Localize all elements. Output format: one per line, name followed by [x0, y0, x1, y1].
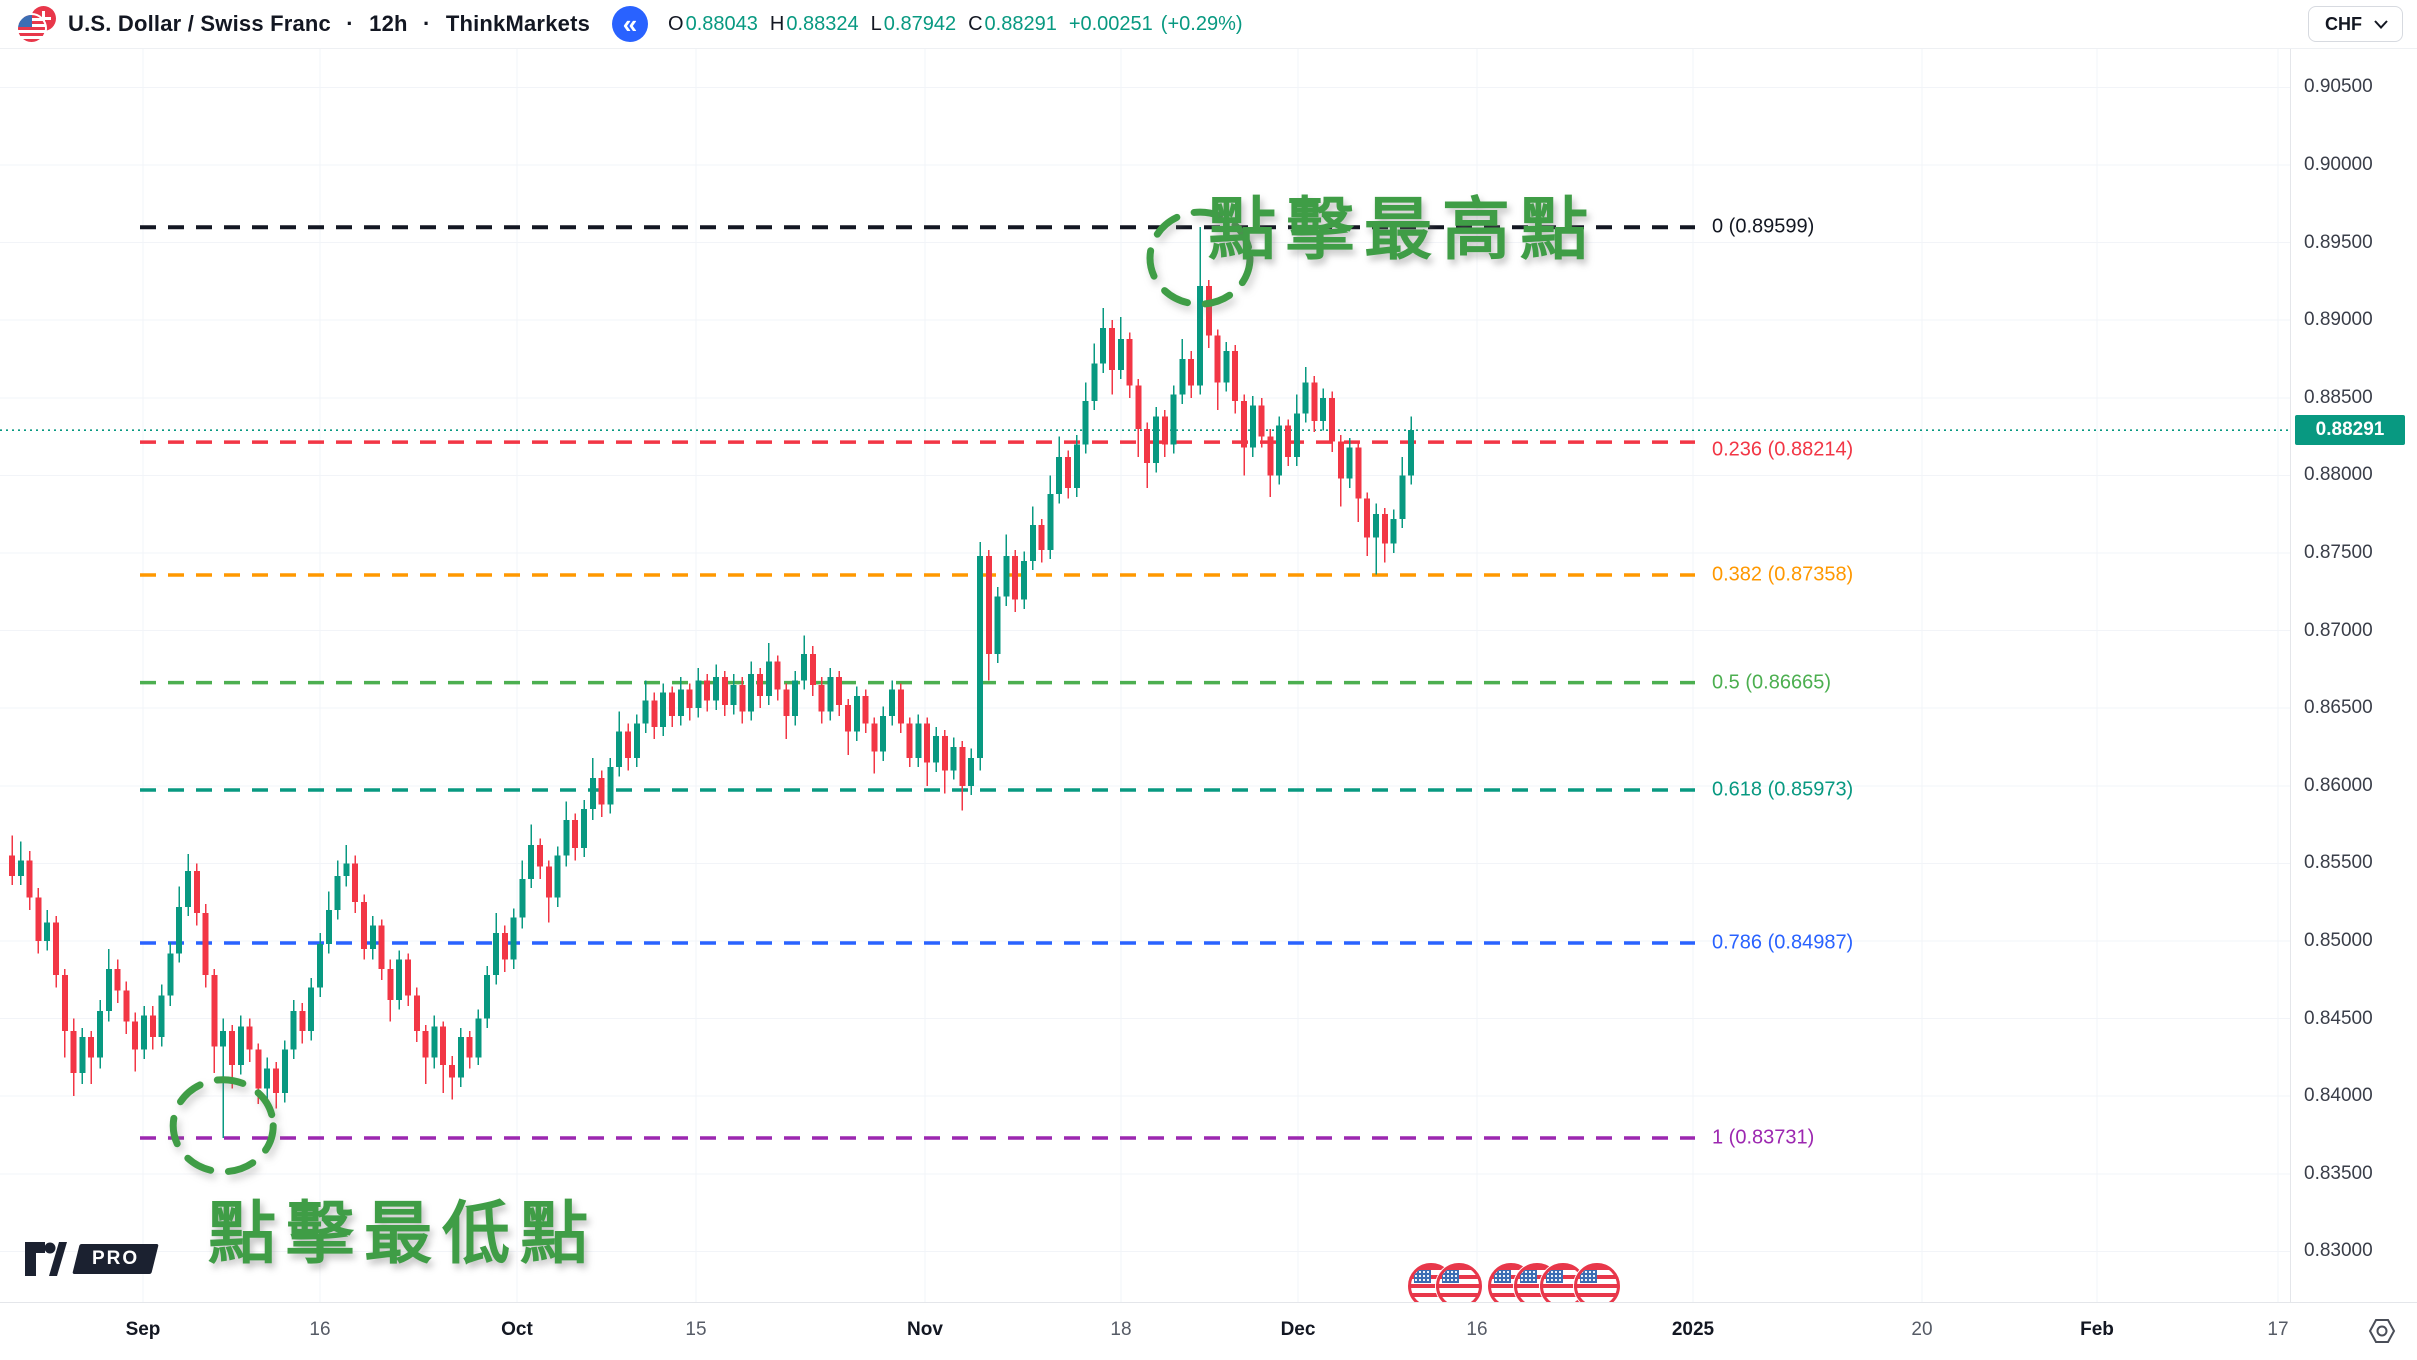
- close-label: C: [968, 12, 983, 35]
- price-axis-label: 0.89000: [2304, 309, 2373, 331]
- pro-badge[interactable]: PRO: [72, 1244, 159, 1274]
- price-axis-label: 0.85000: [2304, 930, 2373, 951]
- tradingview-glyph-icon: [25, 1242, 67, 1276]
- price-axis-label: 0.88500: [2304, 386, 2373, 408]
- title-separator: ·: [346, 11, 354, 36]
- open-value: 0.88043: [685, 12, 758, 35]
- time-axis-label-nov: Nov: [907, 1319, 943, 1340]
- symbol-name: U.S. Dollar / Swiss Franc: [68, 11, 331, 36]
- us-flag-icon: [16, 13, 47, 44]
- price-axis[interactable]: 0.90500 0.90000 0.89500 0.89000 0.88500 0.880…: [2290, 48, 2417, 1302]
- high-value: 0.88324: [786, 12, 859, 35]
- fib-label-0.786: 0.786 (0.84987): [1712, 931, 1854, 954]
- highlight-circle-low[interactable]: [169, 1076, 277, 1176]
- fib-label-0: 0 (0.89599): [1712, 215, 1815, 238]
- fib-retracement-lines[interactable]: [140, 225, 1695, 1140]
- chart-header: U.S. Dollar / Swiss Franc · 12h · ThinkM…: [0, 0, 2417, 49]
- annotation-click-highest: 點擊最高點: [1208, 192, 1599, 268]
- provider-label: ThinkMarkets: [445, 11, 591, 36]
- gear-icon: [2368, 1318, 2396, 1343]
- close-value: 0.88291: [984, 12, 1057, 35]
- price-axis-label: 0.90000: [2304, 154, 2373, 175]
- time-axis-label-16: 16: [1466, 1319, 1488, 1340]
- fib-label-0.236: 0.236 (0.88214): [1712, 438, 1854, 461]
- change-percent: (+0.29%): [1160, 12, 1243, 35]
- low-label: L: [870, 12, 882, 35]
- grid-layer: [0, 48, 2290, 1302]
- time-axis[interactable]: Sep 16 Oct 15 Nov 18 Dec 16 2025 20 Feb 17: [0, 1302, 2417, 1360]
- price-axis-label: 0.88000: [2304, 464, 2373, 486]
- price-axis-label: 0.90500: [2304, 76, 2373, 98]
- price-axis-label: 0.85500: [2304, 852, 2373, 874]
- currency-label: CHF: [2325, 13, 2362, 34]
- open-label: O: [668, 12, 684, 35]
- time-axis-label-20: 20: [1911, 1319, 1933, 1340]
- low-value: 0.87942: [883, 12, 957, 35]
- time-axis-label-17: 17: [2267, 1319, 2289, 1340]
- time-axis-label-dec: Dec: [1280, 1319, 1316, 1340]
- ohlc-readout: O 0.88043 H 0.88324 L 0.87942 C 0.88291 …: [668, 13, 1250, 36]
- fib-label-1: 1 (0.83731): [1712, 1126, 1815, 1149]
- time-axis-label-oct: Oct: [501, 1319, 533, 1340]
- price-axis-label: 0.87000: [2304, 619, 2373, 641]
- candles-layer: [9, 227, 1415, 1139]
- timeframe-label: 12h: [369, 11, 408, 36]
- symbol-title[interactable]: U.S. Dollar / Swiss Franc · 12h · ThinkM…: [68, 11, 590, 37]
- price-axis-label: 0.89500: [2304, 231, 2373, 253]
- fib-label-0.5: 0.5 (0.86665): [1712, 671, 1831, 694]
- time-axis-label-16: 16: [309, 1319, 331, 1340]
- time-axis-label-feb: Feb: [2080, 1319, 2114, 1340]
- replay-rewind-button[interactable]: «: [612, 6, 649, 42]
- time-axis-label-sep: Sep: [125, 1319, 161, 1340]
- currency-selector-button[interactable]: CHF: [2308, 6, 2403, 42]
- axis-settings-button[interactable]: [2365, 1315, 2399, 1349]
- price-axis-label: 0.83000: [2304, 1240, 2373, 1262]
- price-axis-label: 0.87500: [2304, 542, 2373, 563]
- chart-canvas[interactable]: 0 (0.89599) 0.236 (0.88214) 0.382 (0.87358…: [0, 48, 2290, 1302]
- last-price-badge: 0.88291: [2295, 415, 2405, 446]
- event-flag-us-icon[interactable]: [1574, 1263, 1620, 1309]
- tradingview-logo[interactable]: PRO: [25, 1242, 159, 1276]
- time-axis-label-2025: 2025: [1671, 1319, 1715, 1340]
- candlestick-chart: [0, 48, 2290, 1302]
- annotation-click-lowest: 點擊最低點: [208, 1196, 599, 1272]
- price-axis-label: 0.84000: [2304, 1085, 2373, 1107]
- chevron-down-icon: [2374, 19, 2388, 29]
- time-axis-label-15: 15: [685, 1319, 707, 1340]
- time-axis-label-18: 18: [1110, 1319, 1132, 1340]
- price-axis-label: 0.86000: [2304, 774, 2373, 796]
- price-axis-label: 0.83500: [2304, 1162, 2373, 1184]
- fib-label-0.618: 0.618 (0.85973): [1712, 778, 1854, 801]
- fib-label-0.382: 0.382 (0.87358): [1712, 563, 1854, 586]
- high-label: H: [769, 12, 785, 35]
- price-axis-label: 0.86500: [2304, 697, 2373, 719]
- rewind-icon: «: [622, 9, 638, 39]
- change-value: +0.00251: [1068, 12, 1153, 35]
- event-flag-us-icon[interactable]: [1436, 1263, 1482, 1309]
- symbol-pair-icon: [14, 4, 58, 44]
- price-axis-label: 0.84500: [2304, 1007, 2373, 1029]
- highlight-circle-high[interactable]: [1146, 208, 1254, 308]
- title-separator: ·: [422, 11, 431, 36]
